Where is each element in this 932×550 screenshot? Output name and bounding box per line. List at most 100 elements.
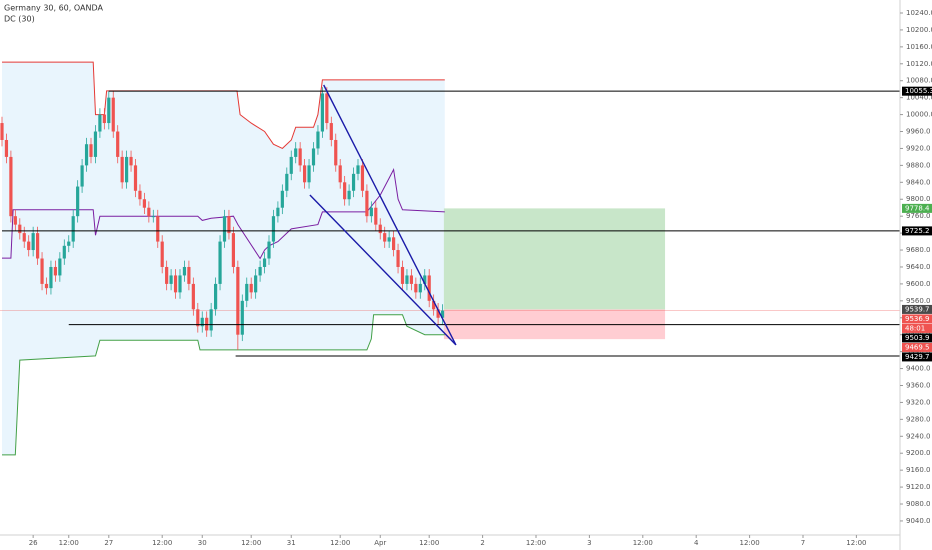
- candle-body: [347, 190, 351, 200]
- price-label-box: [902, 342, 932, 352]
- plot: [0, 61, 900, 456]
- candle-body: [120, 156, 124, 183]
- candle-body: [187, 266, 191, 284]
- y-tick-label: 9680.0: [906, 246, 931, 254]
- price-label-box: [902, 333, 932, 343]
- candle-body: [298, 148, 302, 166]
- candle-body: [49, 266, 53, 289]
- channel-fill: [2, 62, 445, 455]
- price-label: 48:01: [905, 324, 925, 332]
- candle-body: [142, 199, 146, 208]
- candle-body: [196, 309, 200, 327]
- y-tick-label: 9600.0: [906, 280, 931, 288]
- candle-body: [182, 266, 187, 276]
- y-tick-label: 9920.0: [906, 144, 931, 152]
- candle-body: [240, 300, 244, 335]
- x-tick-label: Apr: [374, 539, 386, 547]
- chart-title: Germany 30, 60, OANDA: [4, 4, 103, 13]
- price-label: 9536.9: [905, 315, 930, 323]
- candle-body: [222, 216, 227, 242]
- candle-body: [365, 190, 369, 217]
- candle-body: [13, 216, 17, 225]
- y-tick-label: 10160.0: [906, 43, 932, 51]
- y-tick-label: 9400.0: [906, 365, 931, 373]
- candle-body: [285, 173, 289, 191]
- y-tick-label: 10000.0: [906, 111, 932, 119]
- candle-body: [258, 266, 262, 276]
- candle-body: [76, 186, 80, 217]
- candle-body: [209, 309, 213, 331]
- candle-body: [67, 241, 71, 246]
- y-tick-label: 9240.0: [906, 432, 931, 440]
- candle-body: [22, 233, 26, 242]
- candle-body: [303, 165, 307, 183]
- x-tick-label: 30: [198, 539, 207, 547]
- candle-body: [396, 250, 400, 267]
- candle-body: [0, 123, 4, 140]
- price-label-box: [902, 352, 932, 362]
- candle-body: [36, 233, 40, 259]
- candle-body: [325, 93, 329, 124]
- candle-body: [307, 165, 311, 183]
- y-tick-label: 9160.0: [906, 466, 931, 474]
- indicator-name: DC (30): [4, 15, 35, 24]
- y-tick-label: 9560.0: [906, 297, 931, 305]
- x-tick-label: 7: [801, 539, 805, 547]
- candle-body: [107, 97, 111, 124]
- price-label-box: [902, 304, 932, 314]
- price-label: 10055.3: [905, 87, 932, 95]
- y-tick-label: 10240.0: [906, 9, 932, 17]
- x-tick-label: 12:00: [633, 539, 653, 547]
- candle-body: [58, 258, 62, 276]
- candle-body: [125, 156, 129, 183]
- candle-body: [129, 156, 133, 166]
- price-label: 9725.2: [905, 227, 930, 235]
- candle-body: [40, 258, 44, 284]
- y-tick-label: 9120.0: [906, 483, 931, 491]
- price-label-box: [902, 226, 932, 236]
- candle-body: [231, 233, 235, 267]
- candle-body: [338, 165, 342, 183]
- candle-body: [267, 241, 271, 259]
- candle-body: [9, 156, 13, 217]
- x-tick-label: 2: [480, 539, 484, 547]
- candle-body: [84, 144, 89, 166]
- candle-body: [62, 245, 66, 259]
- candle-body: [436, 309, 440, 318]
- y-tick-label: 10040.0: [906, 94, 932, 102]
- candle-body: [360, 165, 365, 191]
- price-label: 9469.5: [905, 343, 930, 351]
- x-tick-label: 12:00: [59, 539, 79, 547]
- trendline: [323, 84, 457, 346]
- candle-body: [245, 283, 249, 301]
- price-label: 9539.7: [905, 305, 930, 313]
- price-label: 9429.7: [905, 353, 930, 361]
- x-tick-label: 31: [287, 539, 296, 547]
- candle-body: [169, 275, 173, 284]
- x-tick-label: 12:00: [241, 539, 261, 547]
- x-tick-label: 3: [587, 539, 591, 547]
- candle-body: [280, 190, 284, 208]
- price-label: 9778.4: [905, 204, 930, 212]
- candle-body: [200, 317, 204, 327]
- y-tick-label: 9960.0: [906, 128, 931, 136]
- candle-body: [405, 275, 409, 284]
- candle-body: [44, 283, 49, 289]
- y-tick-label: 9840.0: [906, 178, 931, 186]
- candle-body: [4, 139, 9, 157]
- y-tick-label: 10200.0: [906, 26, 932, 34]
- y-tick-label: 9280.0: [906, 415, 931, 423]
- candle-body: [133, 165, 138, 191]
- y-tick-label: 9360.0: [906, 381, 931, 389]
- candle-body: [311, 148, 316, 166]
- price-label-box: [902, 323, 932, 333]
- x-tick-label: 4: [694, 539, 699, 547]
- candle-body: [18, 224, 22, 234]
- candle-body: [218, 241, 222, 284]
- candle-body: [432, 300, 436, 310]
- candle-body: [387, 237, 391, 242]
- y-tick-label: 9040.0: [906, 517, 931, 525]
- y-tick-label: 10080.0: [906, 77, 932, 85]
- price-label-box: [902, 86, 932, 96]
